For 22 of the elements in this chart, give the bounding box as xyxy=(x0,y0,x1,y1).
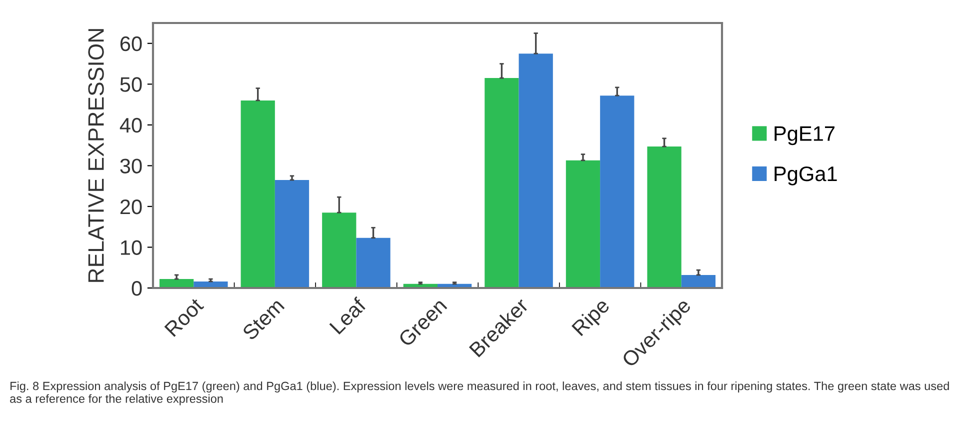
y-tick-label: 60 xyxy=(120,36,142,52)
bar xyxy=(647,146,682,288)
bar xyxy=(566,160,600,288)
bar xyxy=(322,212,356,288)
y-tick-label: 30 xyxy=(120,158,142,174)
y-tick-label: 0 xyxy=(132,281,142,296)
bar xyxy=(600,96,634,288)
legend-label: PgE17 xyxy=(774,126,834,146)
y-tick-label: 50 xyxy=(120,77,142,92)
y-tick-label: 20 xyxy=(120,199,142,214)
bar xyxy=(518,54,553,288)
legend-label: PgGa1 xyxy=(774,166,837,186)
y-tick-label: 40 xyxy=(120,118,142,133)
x-tick-label: Ripe xyxy=(570,296,614,340)
y-axis-title: RELATIVE EXPRESSION xyxy=(88,29,104,282)
bar xyxy=(356,238,390,288)
bar xyxy=(240,100,275,288)
caption: Fig. 8 Expression analysis of PgE17 (green) and PgGa1 (blue). Expression levels were measured in root, leaves, and stem tissues in four ripening states. The green state was used as a reference for the relative expression xyxy=(10,382,949,406)
bar xyxy=(681,274,716,288)
bar xyxy=(484,78,519,288)
y-tick-label: 10 xyxy=(121,240,142,255)
bar xyxy=(274,180,310,288)
